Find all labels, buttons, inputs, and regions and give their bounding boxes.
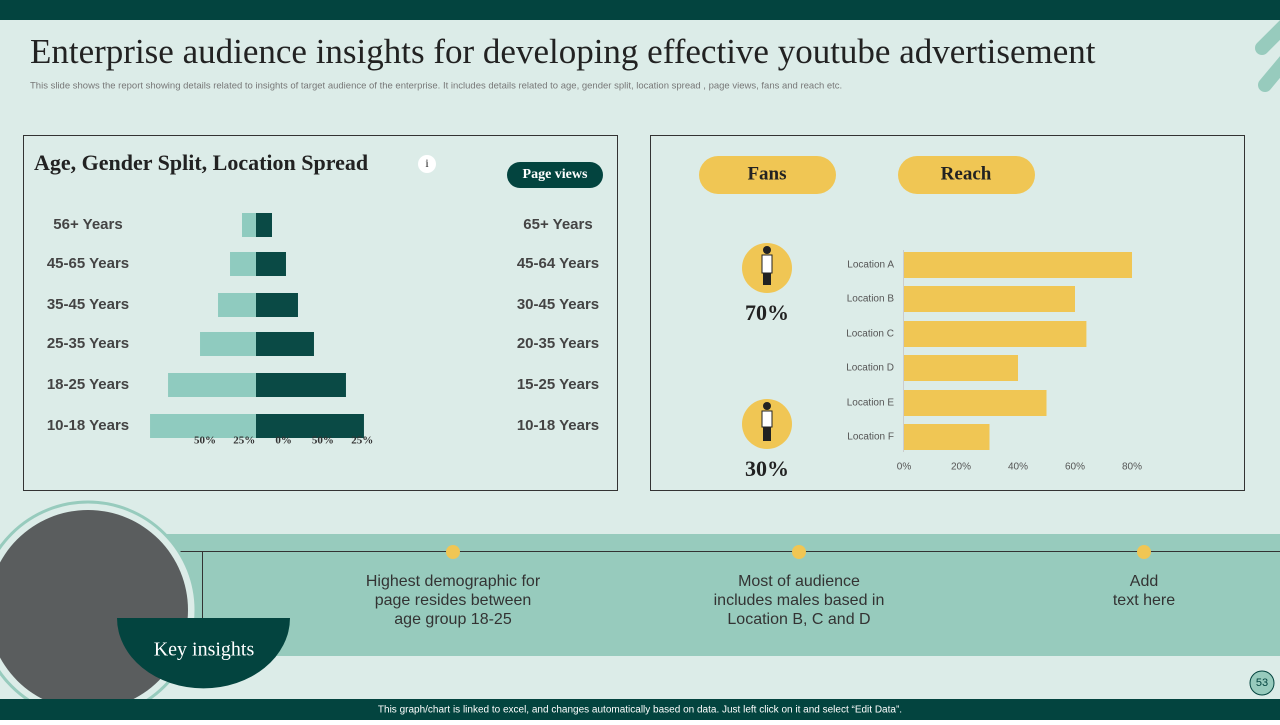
- right-category: 15-25 Years: [517, 376, 599, 393]
- y-tick-label: Location F: [847, 432, 894, 443]
- button[interactable]: [699, 156, 836, 194]
- y-tick-label: Location D: [846, 363, 894, 374]
- panel: [23, 135, 618, 491]
- timeline-dot: [792, 545, 806, 559]
- key-insights-shape: [117, 618, 290, 689]
- bar-left: [168, 373, 256, 397]
- insight-band: [130, 534, 1280, 656]
- bar-left: [150, 414, 256, 438]
- figure: [763, 402, 771, 410]
- x-tick-label: 80%: [1122, 462, 1142, 473]
- insight-text: includes males based in: [714, 592, 885, 609]
- left-category: 18-25 Years: [47, 376, 129, 393]
- figure: [763, 246, 771, 254]
- button[interactable]: [898, 156, 1035, 194]
- bar: [904, 355, 1018, 381]
- insight-text: text here: [1113, 592, 1175, 609]
- bar-right: [256, 414, 364, 438]
- bar-right: [256, 293, 298, 317]
- x-tick-label: 25%: [351, 435, 373, 447]
- bar: [904, 252, 1132, 278]
- y-tick-label: Location A: [847, 260, 894, 271]
- x-tick-label: 50%: [312, 435, 334, 447]
- figure: [761, 254, 773, 274]
- button-text[interactable]: Reach: [941, 163, 992, 184]
- figure: [763, 273, 771, 285]
- right-category: 20-35 Years: [517, 335, 599, 352]
- deco: [1255, 20, 1280, 55]
- subtitle: This slide shows the report showing deta…: [30, 81, 842, 92]
- left-category: 56+ Years: [53, 216, 122, 233]
- bar: [904, 390, 1047, 416]
- title: Enterprise audience insights for develop…: [30, 32, 1096, 71]
- x-tick-label: 20%: [951, 462, 971, 473]
- x-tick-label: 0%: [897, 462, 912, 473]
- figure: [763, 427, 771, 441]
- left-category: 35-45 Years: [47, 296, 129, 313]
- panel: [650, 135, 1245, 491]
- insight-text: page resides between: [375, 592, 532, 609]
- right-category: 65+ Years: [523, 216, 592, 233]
- badge-text: Page views: [523, 167, 588, 182]
- x-tick-label: 25%: [233, 435, 255, 447]
- bar-right: [256, 252, 286, 276]
- right-category: 30-45 Years: [517, 296, 599, 313]
- bar-left: [230, 252, 256, 276]
- footer-bar: [0, 699, 1280, 720]
- insight-text: Most of audience: [738, 573, 860, 590]
- y-tick-label: Location E: [847, 398, 895, 409]
- button-text[interactable]: Fans: [747, 163, 786, 184]
- insight-text: age group 18-25: [394, 611, 512, 628]
- insight-text: Location B, C and D: [727, 611, 870, 628]
- bar: [904, 424, 990, 450]
- figure: [761, 410, 773, 428]
- info-icon: [418, 155, 436, 173]
- split-label: 70%: [745, 300, 789, 325]
- badge: [507, 162, 603, 188]
- left-category: 25-35 Years: [47, 335, 129, 352]
- chart-title: Age, Gender Split, Location Spread: [34, 150, 368, 175]
- insight-text: Highest demographic for: [366, 573, 541, 590]
- right-category: 10-18 Years: [517, 417, 599, 434]
- page-badge: [1249, 670, 1275, 696]
- bar-left: [218, 293, 256, 317]
- x-tick-label: 0%: [275, 435, 292, 447]
- footer-note: This graph/chart is linked to excel, and…: [378, 705, 902, 716]
- bar-left: [242, 213, 256, 237]
- bar: [904, 286, 1075, 312]
- key-insights-title: Key insights: [154, 639, 255, 661]
- x-tick-label: 40%: [1008, 462, 1028, 473]
- x-tick-label: 50%: [194, 435, 216, 447]
- y-tick-label: Location B: [847, 294, 895, 305]
- bar-right: [256, 373, 346, 397]
- insight-text: Add: [1130, 573, 1158, 590]
- x-tick-label: 60%: [1065, 462, 1085, 473]
- left-category: 10-18 Years: [47, 417, 129, 434]
- page-number: 53: [1256, 677, 1268, 689]
- info-text: i: [425, 156, 429, 170]
- split-label: 30%: [745, 456, 789, 481]
- left-category: 45-65 Years: [47, 255, 129, 272]
- top-bar: [0, 0, 1280, 20]
- bar-left: [200, 332, 256, 356]
- bar-right: [256, 213, 272, 237]
- bar-right: [256, 332, 314, 356]
- timeline-dot: [446, 545, 460, 559]
- y-tick-label: Location C: [846, 329, 894, 340]
- bar: [904, 321, 1087, 347]
- right-category: 45-64 Years: [517, 255, 599, 272]
- timeline-dot: [1137, 545, 1151, 559]
- deco: [1258, 56, 1280, 92]
